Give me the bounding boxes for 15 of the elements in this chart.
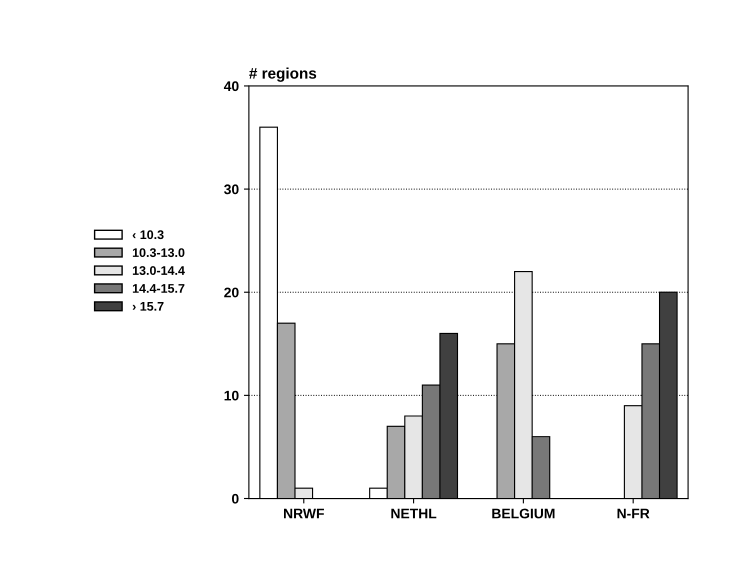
x-tick-label: N-FR [618, 508, 650, 518]
y-tick-label: 10 [224, 390, 239, 401]
x-tick-label: BELGIUM [492, 508, 554, 518]
x-tick-label: NETHL [391, 508, 436, 518]
y-tick-label: 30 [224, 184, 239, 194]
legend-label: › 15.7 [132, 302, 164, 311]
y-tick-label: 20 [224, 288, 239, 298]
legend-label: 14.4-15.7 [132, 284, 184, 293]
y-tick-label: 0 [232, 494, 239, 504]
legend-label: 13.0-14.4 [132, 266, 185, 275]
y-tick-label: 40 [224, 81, 239, 92]
x-tick-label: NRWF [284, 508, 324, 518]
y-axis-title: # regions [249, 68, 316, 82]
legend-label: 10.3-13.0 [132, 248, 184, 258]
legend-label: ‹ 10.3 [132, 230, 164, 240]
